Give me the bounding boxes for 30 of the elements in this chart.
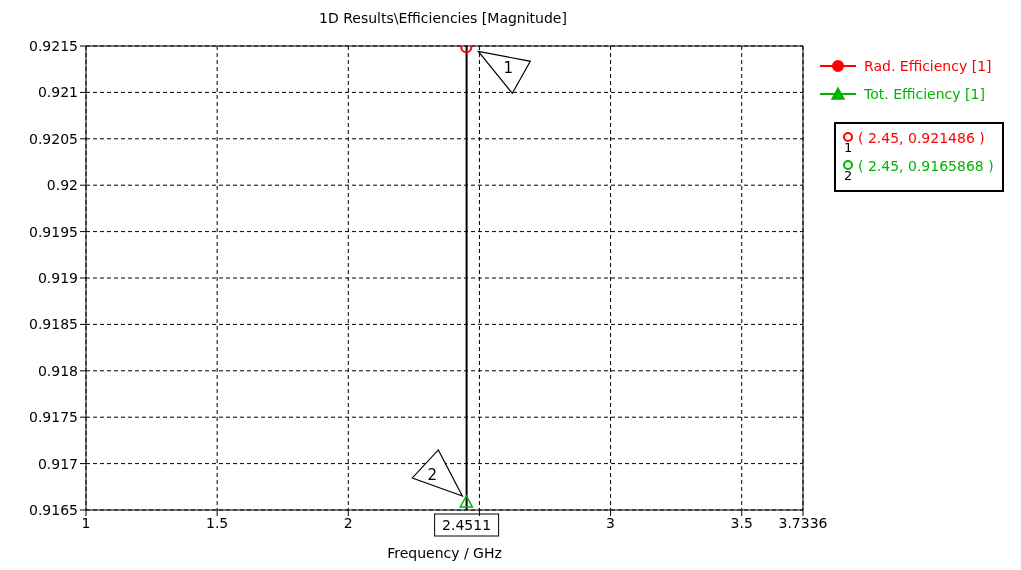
y-tick-label: 0.92 <box>46 177 78 194</box>
legend-label: Rad. Efficiency [1] <box>863 57 992 76</box>
y-tick-label: 0.921 <box>37 84 78 101</box>
y-tick-label: 0.919 <box>37 269 78 286</box>
y-tick-label: 0.9205 <box>29 130 78 147</box>
x-tick-label: 2 <box>343 514 353 531</box>
y-tick-label: 0.9185 <box>29 316 78 333</box>
y-tick-label: 0.9175 <box>29 409 78 426</box>
y-tick-label: 0.9165 <box>29 501 78 518</box>
x-tick-label: 1.5 <box>206 514 229 531</box>
x-tick-label: 1 <box>81 514 91 531</box>
y-tick-label: 0.918 <box>37 362 78 379</box>
text: ( 2.45, 0.921486 ) <box>858 130 985 146</box>
annotation: 2 <box>427 465 438 484</box>
x-tick-label: 3.5 <box>730 514 753 531</box>
x-tick-label: 3.7336 <box>778 514 828 531</box>
text: ( 2.45, 0.9165868 ) <box>858 158 994 174</box>
y-tick-label: 0.917 <box>37 455 78 472</box>
ref-line-label: 2.4511 <box>442 517 492 533</box>
y-tick-label: 0.9215 <box>29 37 78 54</box>
x-axis-title: Frequency / GHz <box>387 545 502 561</box>
x-tick-label: 3 <box>606 514 616 531</box>
chart-title: 1D Results\Efficiencies [Magnitude] <box>318 10 568 26</box>
callout-outline: 2 <box>411 448 464 498</box>
legend-label: Tot. Efficiency [1] <box>863 85 986 104</box>
text: 2 <box>844 168 853 183</box>
text: 1 <box>844 140 853 155</box>
callout-outline: 1 <box>476 50 532 95</box>
annotation: 1 <box>503 59 514 78</box>
y-tick-label: 0.9195 <box>29 223 78 240</box>
